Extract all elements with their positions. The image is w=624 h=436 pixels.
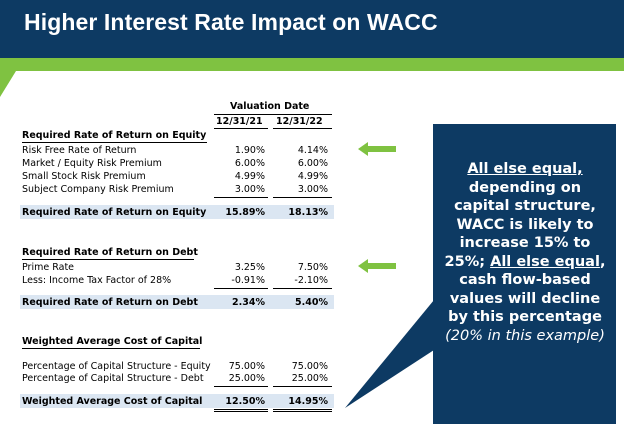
equity-row-label: Subject Company Risk Premium <box>22 184 174 195</box>
callout-body-1: depending on capital structure, WACC is … <box>444 179 596 270</box>
debt-total-2022: 5.40% <box>295 297 328 308</box>
equity-total-row <box>20 205 334 219</box>
wacc-header-rule <box>22 348 200 349</box>
debt-row-label: Prime Rate <box>22 262 75 273</box>
wacc-total-2021: 12.50% <box>225 396 265 407</box>
debt-row-value-2021: 3.25% <box>234 262 265 273</box>
valuation-date-label: Valuation Date <box>230 101 310 112</box>
debt-header-rule <box>22 259 194 260</box>
total-underline <box>273 409 332 410</box>
equity-row-value-2021: 1.90% <box>234 145 265 156</box>
total-underline <box>214 409 268 410</box>
wacc-total-label: Weighted Average Cost of Capital <box>22 396 203 407</box>
callout-text: All else equal, depending on capital str… <box>440 160 610 345</box>
wacc-row-value-2021: 75.00% <box>228 361 265 372</box>
wacc-row-value-2022: 75.00% <box>291 361 328 372</box>
debt-row-label: Less: Income Tax Factor of 28% <box>22 275 172 286</box>
callout-emphasis-2: All else equal <box>490 253 600 270</box>
subtotal-rule <box>273 288 332 289</box>
wacc-row-value-2022: 25.00% <box>291 373 328 384</box>
debt-total-row <box>20 295 334 309</box>
equity-row-label: Market / Equity Risk Premium <box>22 158 162 169</box>
callout-body-2: , cash flow-based values will decline by… <box>448 253 606 326</box>
left-arrow-icon <box>358 259 396 273</box>
debt-row-value-2021: -0.91% <box>231 275 265 286</box>
equity-total-2021: 15.89% <box>225 207 265 218</box>
equity-row-value-2022: 4.14% <box>297 145 328 156</box>
callout-example-note: (20% in this example) <box>445 327 605 344</box>
col-rule-1 <box>214 128 268 129</box>
wacc-row-label: Percentage of Capital Structure - Debt <box>22 373 204 384</box>
total-underline <box>214 411 268 412</box>
debt-total-label: Required Rate of Return on Debt <box>22 297 198 308</box>
equity-header: Required Rate of Return on Equity <box>22 130 207 141</box>
slide-header: Higher Interest Rate Impact on WACC <box>0 0 624 58</box>
equity-row-value-2021: 6.00% <box>234 158 265 169</box>
equity-row-value-2022: 4.99% <box>297 171 328 182</box>
debt-row-value-2022: 7.50% <box>297 262 328 273</box>
equity-row-value-2021: 3.00% <box>234 184 265 195</box>
total-underline <box>273 411 332 412</box>
equity-row-value-2022: 3.00% <box>297 184 328 195</box>
wacc-total-2022: 14.95% <box>288 396 328 407</box>
equity-total-label: Required Rate of Return on Equity <box>22 207 207 218</box>
wacc-row-label: Percentage of Capital Structure - Equity <box>22 361 211 372</box>
equity-row-value-2022: 6.00% <box>297 158 328 169</box>
accent-bar <box>0 58 624 71</box>
wacc-total-row <box>20 394 334 408</box>
subtotal-rule <box>273 386 332 387</box>
slide-title: Higher Interest Rate Impact on WACC <box>24 9 438 35</box>
wacc-row-value-2021: 25.00% <box>228 373 265 384</box>
col-header-2022: 12/31/22 <box>276 116 323 127</box>
equity-header-rule <box>22 142 207 143</box>
equity-row-label: Small Stock Risk Premium <box>22 171 146 182</box>
debt-row-value-2022: -2.10% <box>294 275 328 286</box>
col-header-2021: 12/31/21 <box>216 116 263 127</box>
subtotal-rule <box>214 197 268 198</box>
debt-header: Required Rate of Return on Debt <box>22 247 198 258</box>
accent-triangle <box>0 71 16 97</box>
debt-total-2021: 2.34% <box>232 297 265 308</box>
subtotal-rule <box>214 386 268 387</box>
col-rule-2 <box>273 128 332 129</box>
equity-row-value-2021: 4.99% <box>234 171 265 182</box>
subtotal-rule <box>273 197 332 198</box>
callout-box <box>433 124 616 424</box>
subtotal-rule <box>214 288 268 289</box>
equity-row-label: Risk Free Rate of Return <box>22 145 137 156</box>
left-arrow-icon <box>358 142 396 156</box>
callout-emphasis-1: All else equal, <box>467 161 583 177</box>
header-rule <box>214 114 332 115</box>
wacc-header: Weighted Average Cost of Capital <box>22 336 203 347</box>
equity-total-2022: 18.13% <box>288 207 328 218</box>
